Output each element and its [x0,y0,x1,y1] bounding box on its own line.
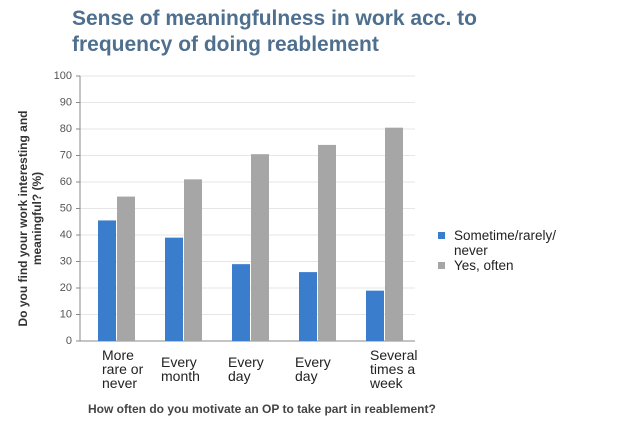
x-axis-title: How often do you motivate an OP to take … [88,402,436,416]
bar [184,179,202,341]
legend-item: Sometime/rarely/ never [438,228,573,258]
y-tick-label: 80 [60,123,72,135]
x-tick-label: More rare or never [102,347,144,391]
y-tick-label: 60 [60,176,72,188]
bar [366,290,384,341]
x-tick-label: Every day [228,354,264,384]
y-tick-label: 100 [54,70,72,82]
bar [232,264,250,341]
y-axis-title: meaningful? (%) [30,172,44,265]
legend-swatch [438,262,445,269]
y-tick-label: 10 [60,308,72,320]
legend-label: Sometime/rarely/ never [454,228,557,258]
bar [165,237,183,341]
bar [385,127,403,341]
bar [117,196,135,341]
y-tick-label: 30 [60,255,72,267]
legend-item: Yes, often [438,258,573,273]
bar [251,154,269,341]
y-tick-label: 40 [60,229,72,241]
legend-label: Yes, often [454,258,514,273]
y-tick-label: 20 [60,282,72,294]
chart-title: Sense of meaningfulness in work acc. to … [72,7,477,56]
x-tick-label: Several times a week [370,347,418,391]
bar [299,272,317,341]
y-tick-label: 0 [66,335,72,347]
y-tick-label: 90 [60,96,72,108]
bar [318,144,336,341]
x-tick-label: Every month [161,354,200,384]
y-tick-label: 70 [60,149,72,161]
y-tick-label: 50 [60,202,72,214]
legend: Sometime/rarely/ never Yes, often [438,228,573,273]
y-axis-title: Do you find your work interesting and [16,110,30,326]
x-tick-label: Every day [295,354,331,384]
legend-swatch [438,232,445,239]
bar [98,220,116,341]
